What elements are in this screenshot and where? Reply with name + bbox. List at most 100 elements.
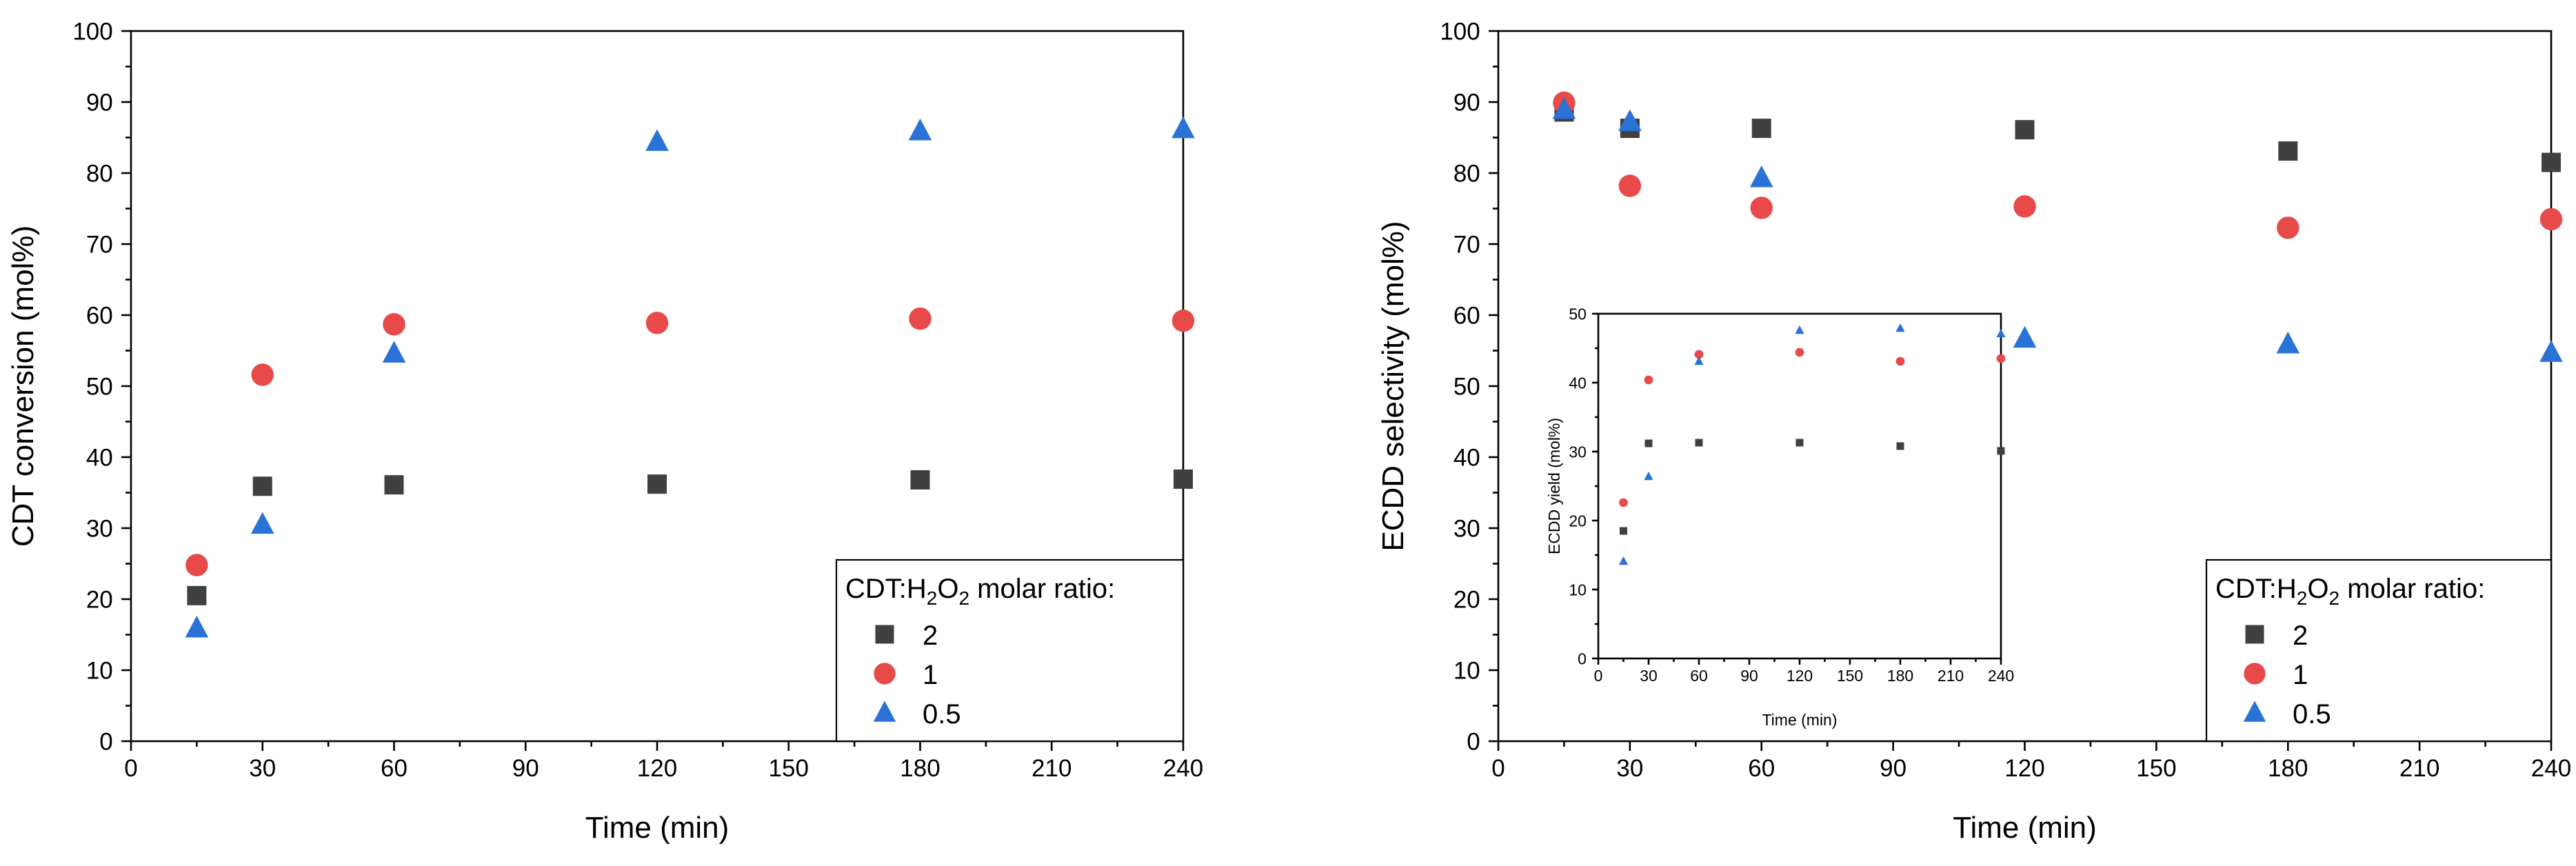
right-data-point	[2539, 340, 2563, 362]
left-data-point	[910, 470, 930, 490]
left-x-tick-label: 0	[124, 755, 137, 782]
inset-data-point	[1695, 439, 1703, 447]
right-legend-label: 1	[2293, 660, 2308, 690]
left-data-point	[909, 307, 932, 330]
right-data-point	[1751, 119, 1771, 139]
legend-title-text: CDT:H	[845, 574, 927, 604]
inset-x-tick-label: 180	[1887, 667, 1913, 685]
right-y-tick-label: 50	[1453, 374, 1480, 401]
right-data-point	[1750, 197, 1773, 219]
chart-inset: 0 30 60 90 120 150 180 210 240 0 10 20 30 40 50 Time (m…	[1545, 305, 2014, 729]
right-data-point	[1618, 174, 1642, 197]
left-y-tick-label: 40	[86, 445, 113, 472]
right-x-tick-label: 60	[1748, 755, 1775, 782]
left-y-tick-label: 80	[86, 161, 113, 188]
left-legend-label: 1	[923, 660, 938, 690]
inset-data-point	[1795, 348, 1804, 357]
legend-title-subscript: 2	[927, 587, 938, 609]
right-data-point	[2276, 332, 2300, 354]
inset-y-axis-title: ECDD yield (mol%)	[1545, 418, 1563, 554]
legend-title-subscript: 2	[2297, 587, 2308, 609]
right-data-point	[2277, 216, 2300, 239]
inset-data-point	[1795, 325, 1804, 334]
left-legend-marker	[875, 625, 894, 644]
right-y-tick-label: 70	[1453, 232, 1480, 259]
left-data-point	[645, 312, 669, 334]
right-x-tick-label: 0	[1491, 755, 1505, 782]
inset-y-tick-label: 20	[1569, 512, 1587, 530]
inset-data-point	[1618, 556, 1629, 565]
left-data-point	[383, 313, 405, 336]
right-y-tick-label: 10	[1453, 658, 1480, 685]
left-y-tick-label: 50	[86, 374, 113, 401]
left-data-point	[647, 474, 667, 494]
left-series	[185, 307, 1195, 576]
right-x-tick-label: 90	[1880, 755, 1906, 782]
left-y-axis-title: CDT conversion (mol%)	[6, 225, 40, 547]
chart-left: 0 30 60 90 120 150 180 210 240 0 10 20 30 40 50 60 70 80 9…	[6, 19, 1203, 845]
right-data-point	[2278, 141, 2298, 161]
left-y-tick-label: 60	[86, 303, 113, 330]
inset-data-point	[1694, 350, 1704, 359]
inset-y-tick-label: 10	[1569, 581, 1587, 598]
left-legend-marker	[874, 663, 896, 685]
left-x-tick-label: 30	[249, 755, 276, 782]
right-data-point	[1618, 109, 1642, 132]
right-y-tick-label: 90	[1453, 90, 1480, 117]
right-data-point	[1749, 165, 1773, 188]
right-legend-marker	[2243, 701, 2266, 722]
left-legend-box	[835, 558, 1185, 743]
left-x-tick-label: 150	[769, 755, 809, 782]
left-series	[185, 116, 1195, 638]
left-data-point	[252, 476, 272, 496]
right-x-tick-label: 150	[2136, 755, 2176, 782]
legend-title-text: molar ratio:	[969, 574, 1115, 604]
left-data-point	[1174, 469, 1193, 489]
left-y-tick-label: 10	[86, 658, 113, 685]
left-series	[187, 469, 1193, 605]
inset-data-point	[1694, 356, 1704, 365]
right-data-point	[2013, 325, 2037, 348]
right-x-axis-title: Time (min)	[1953, 811, 2097, 845]
right-x-tick-label: 240	[2531, 755, 2571, 782]
right-y-tick-label: 80	[1453, 161, 1480, 188]
left-data-point	[908, 119, 932, 141]
right-y-tick-label: 40	[1453, 445, 1480, 472]
legend-title-text: CDT:H	[2215, 574, 2297, 604]
left-data-point	[251, 363, 274, 386]
right-x-tick-label: 210	[2399, 755, 2439, 782]
inset-data-point	[1620, 527, 1627, 535]
inset-x-tick-label: 150	[1837, 667, 1863, 685]
left-y-tick-label: 20	[86, 587, 113, 614]
right-data-point	[2542, 152, 2561, 172]
right-data-point	[2539, 208, 2563, 231]
left-y-tick-label: 30	[86, 516, 113, 543]
inset-x-tick-label: 210	[1938, 667, 1964, 685]
left-y-tick-label: 70	[86, 232, 113, 259]
right-x-tick-label: 30	[1616, 755, 1643, 782]
left-data-point	[382, 341, 406, 363]
inset-x-tick-label: 60	[1690, 667, 1708, 685]
inset-data-point	[1795, 439, 1804, 447]
left-data-point	[185, 616, 209, 638]
left-x-tick-label: 90	[512, 755, 539, 782]
inset-x-tick-label: 240	[1988, 667, 2014, 685]
inset-data-point	[1896, 442, 1904, 450]
right-y-tick-label: 30	[1453, 516, 1480, 543]
inset-series	[1618, 323, 2006, 565]
inset-series	[1620, 439, 2005, 535]
inset-y-tick-label: 40	[1569, 374, 1587, 392]
inset-data-point	[1619, 498, 1628, 507]
inset-data-point	[1644, 439, 1653, 447]
inset-y-tick-label: 30	[1569, 443, 1587, 461]
inset-x-tick-label: 120	[1787, 667, 1813, 685]
legend-title-text: O	[2307, 574, 2328, 604]
inset-data-point	[1996, 328, 2006, 338]
left-x-axis-title: Time (min)	[585, 811, 729, 845]
left-legend: CDT:H2O2 molar ratio:210.5	[835, 558, 1185, 743]
right-x-tick-label: 120	[2004, 755, 2044, 782]
inset-y-tick-label: 50	[1569, 305, 1587, 323]
left-data-point	[645, 129, 669, 151]
right-data-point	[2015, 120, 2035, 140]
